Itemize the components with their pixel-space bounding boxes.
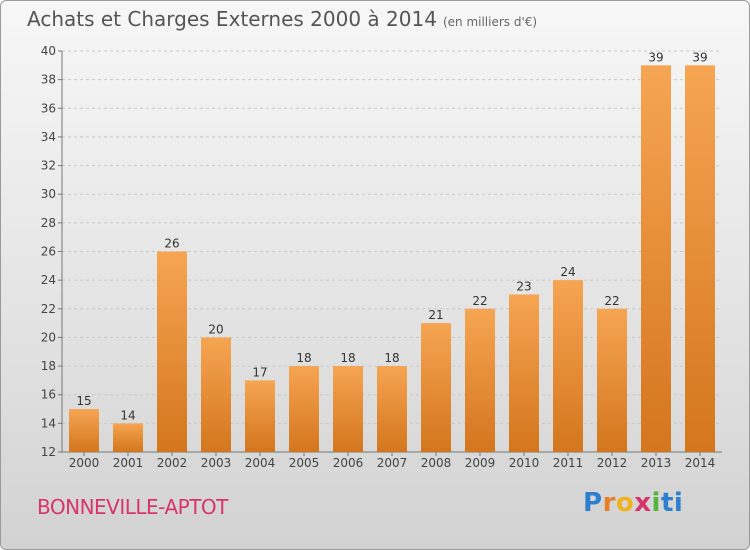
x-tick-label: 2013 bbox=[641, 456, 672, 470]
bar bbox=[245, 380, 275, 452]
x-tick-label: 2008 bbox=[421, 456, 452, 470]
y-tick-label: 12 bbox=[41, 445, 56, 459]
bar bbox=[113, 423, 143, 452]
y-tick-label: 14 bbox=[41, 416, 56, 430]
bar bbox=[377, 366, 407, 452]
bar-value-label: 17 bbox=[252, 365, 267, 379]
bar-value-label: 18 bbox=[340, 351, 355, 365]
bar-value-label: 18 bbox=[296, 351, 311, 365]
y-tick-label: 30 bbox=[41, 187, 56, 201]
y-tick-label: 22 bbox=[41, 302, 56, 316]
bar bbox=[289, 366, 319, 452]
x-tick-label: 2007 bbox=[377, 456, 408, 470]
bar bbox=[421, 323, 451, 452]
x-tick-label: 2012 bbox=[597, 456, 628, 470]
bar bbox=[597, 308, 627, 452]
bar bbox=[157, 251, 187, 452]
y-tick-label: 24 bbox=[41, 273, 56, 287]
y-tick-label: 26 bbox=[41, 245, 56, 259]
bar-value-label: 22 bbox=[472, 294, 487, 308]
x-tick-label: 2004 bbox=[245, 456, 276, 470]
proxiti-logo: Proxiti bbox=[583, 488, 684, 518]
bar-value-label: 23 bbox=[516, 279, 531, 293]
bar bbox=[201, 337, 231, 452]
y-tick-label: 34 bbox=[41, 130, 56, 144]
y-tick-label: 36 bbox=[41, 101, 56, 115]
commune-name: BONNEVILLE-APTOT bbox=[37, 495, 228, 519]
bar-value-label: 20 bbox=[208, 322, 223, 336]
bar bbox=[641, 65, 671, 453]
bar-value-label: 14 bbox=[120, 408, 135, 422]
x-tick-label: 2014 bbox=[685, 456, 716, 470]
y-tick-label: 28 bbox=[41, 216, 56, 230]
bar bbox=[69, 409, 99, 452]
y-tick-label: 20 bbox=[41, 330, 56, 344]
bar-value-label: 26 bbox=[164, 237, 179, 251]
bar-value-label: 18 bbox=[384, 351, 399, 365]
x-tick-label: 2006 bbox=[333, 456, 364, 470]
y-tick-label: 38 bbox=[41, 73, 56, 87]
chart-title-text: Achats et Charges Externes 2000 à 2014 bbox=[27, 7, 437, 31]
bar-value-label: 24 bbox=[560, 265, 575, 279]
bar bbox=[465, 308, 495, 452]
y-tick-label: 16 bbox=[41, 388, 56, 402]
x-tick-label: 2005 bbox=[289, 456, 320, 470]
x-tick-label: 2000 bbox=[69, 456, 100, 470]
x-tick-label: 2003 bbox=[201, 456, 232, 470]
bar-value-label: 39 bbox=[692, 50, 707, 64]
x-tick-label: 2002 bbox=[157, 456, 188, 470]
bar bbox=[333, 366, 363, 452]
y-tick-label: 32 bbox=[41, 159, 56, 173]
bar-value-label: 15 bbox=[76, 394, 91, 408]
y-tick-label: 18 bbox=[41, 359, 56, 373]
chart-unit: (en milliers d'€) bbox=[442, 15, 538, 29]
bar bbox=[509, 294, 539, 452]
x-tick-label: 2010 bbox=[509, 456, 540, 470]
x-tick-label: 2009 bbox=[465, 456, 496, 470]
bar-value-label: 21 bbox=[428, 308, 443, 322]
chart-title: Achats et Charges Externes 2000 à 2014 (e… bbox=[27, 7, 537, 31]
bar bbox=[685, 65, 715, 453]
bar-value-label: 39 bbox=[648, 50, 663, 64]
bar-value-label: 22 bbox=[604, 294, 619, 308]
x-tick-label: 2001 bbox=[113, 456, 144, 470]
y-tick-label: 40 bbox=[41, 44, 56, 58]
x-tick-label: 2011 bbox=[553, 456, 584, 470]
bar bbox=[553, 280, 583, 452]
